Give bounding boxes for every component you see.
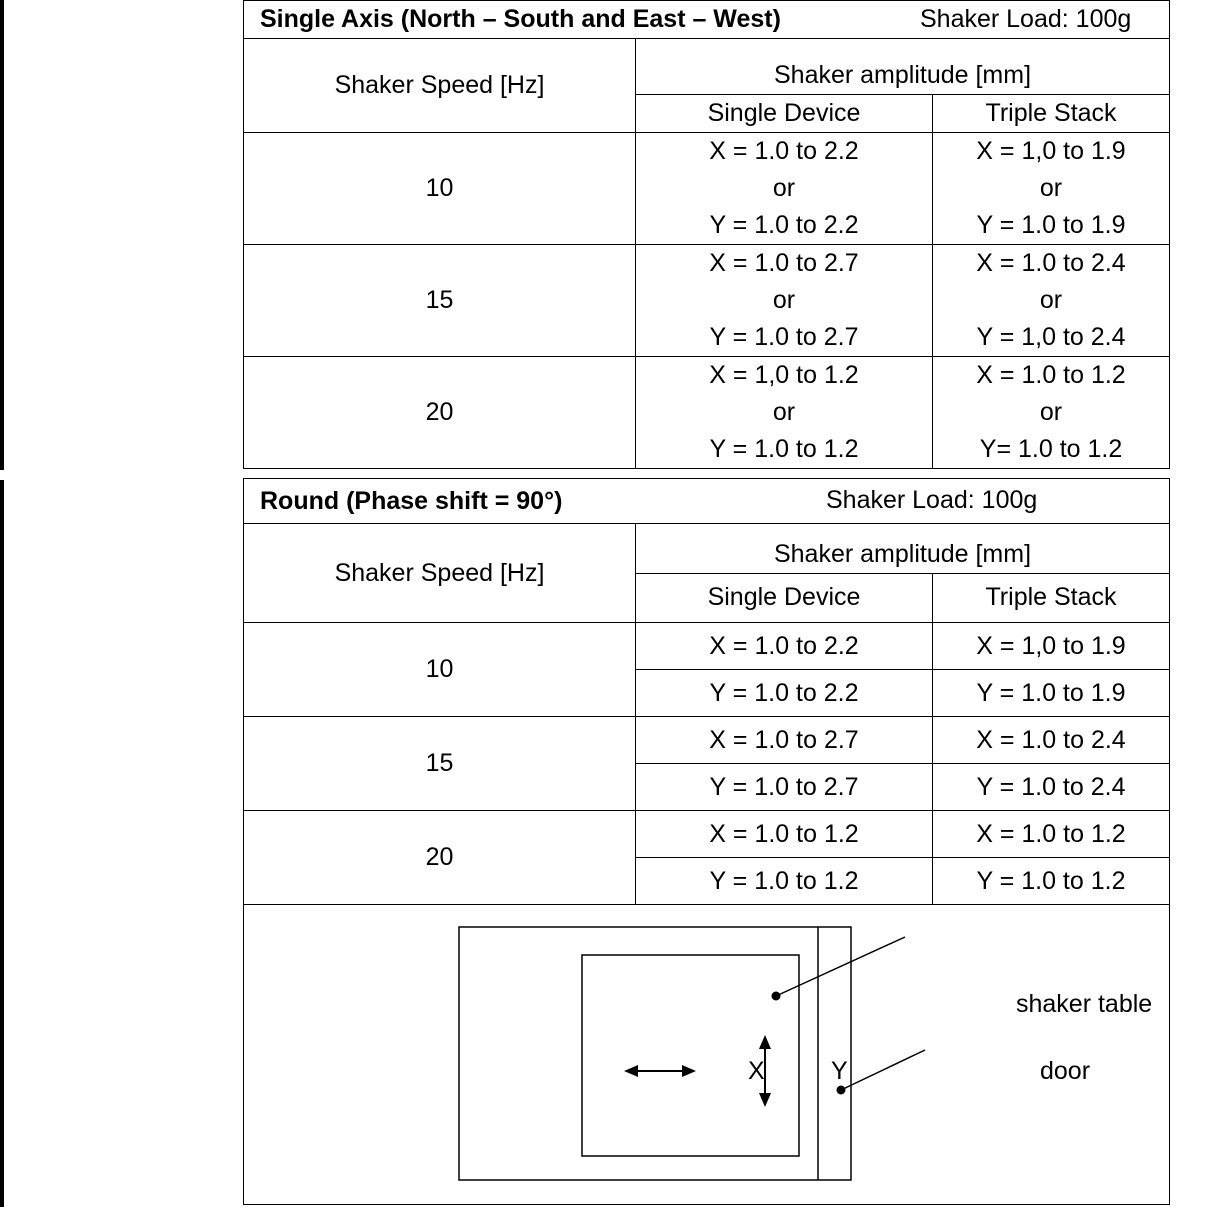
amplitude-cell: X = 1.0 to 2.4 or Y = 1,0 to 2.4 [931, 244, 1171, 357]
single-axis-load: Shaker Load: 100g [920, 5, 1132, 33]
shaker-table-outline [458, 926, 852, 1181]
round-speed-header: Shaker Speed [Hz] [243, 523, 636, 623]
round-title: Round (Phase shift = 90°) [260, 486, 563, 515]
round-table: Round (Phase shift = 90°) Shaker Load: 1… [243, 478, 1170, 1205]
single-axis-title: Single Axis (North – South and East – We… [260, 5, 781, 33]
diagram-label-y: Y [831, 1057, 848, 1085]
amplitude-x: X = 1.0 to 1.2 [933, 811, 1169, 858]
horizontal-double-arrow-icon [624, 1065, 696, 1077]
shaker-table-leader-line [775, 936, 906, 997]
speed-cell: 15 [243, 716, 636, 811]
amplitude-x: X = 1.0 to 2.2 [636, 623, 932, 670]
amplitude-cell: X = 1.0 to 2.2 or Y = 1.0 to 2.2 [635, 132, 933, 245]
table-row: 10 X = 1.0 to 2.2 Y = 1.0 to 2.2 X = 1,0… [243, 622, 1170, 717]
amplitude-cell: X = 1,0 to 1.2 or Y = 1.0 to 1.2 [635, 356, 933, 469]
amplitude-x: X = 1,0 to 1.2 [709, 361, 859, 389]
amplitude-x: X = 1.0 to 2.7 [636, 717, 932, 764]
shaker-table-leader-dot [771, 991, 781, 1001]
round-col-single: Single Device [635, 572, 933, 623]
single-axis-col-triple: Triple Stack [931, 94, 1171, 133]
single-axis-speed-header: Shaker Speed [Hz] [243, 38, 636, 133]
shaker-diagram [458, 926, 926, 1181]
single-axis-table: Single Axis (North – South and East – We… [242, 0, 1171, 469]
shaker-diagram-cell: X Y shaker table door [243, 904, 1170, 1205]
amplitude-cell: X = 1.0 to 2.4 Y = 1.0 to 2.4 [932, 716, 1170, 811]
speed-cell: 15 [243, 244, 636, 357]
amplitude-cell: X = 1,0 to 1.9 Y = 1.0 to 1.9 [932, 622, 1170, 717]
amplitude-x: X = 1.0 to 2.7 [709, 249, 859, 277]
speed-cell: 10 [243, 622, 636, 717]
amplitude-y: Y = 1.0 to 1.9 [976, 211, 1126, 239]
amplitude-or: or [1039, 286, 1063, 314]
amplitude-x: X = 1,0 to 1.9 [933, 623, 1169, 670]
table-row: 15 X = 1.0 to 2.7 Y = 1.0 to 2.7 X = 1.0… [243, 716, 1170, 811]
left-margin-rule-bottom [0, 480, 4, 1207]
speed-cell: 10 [243, 132, 636, 245]
amplitude-or: or [1039, 174, 1063, 202]
amplitude-or: or [772, 398, 796, 426]
amplitude-x: X = 1.0 to 1.2 [636, 811, 932, 858]
inner-plate-outline [581, 954, 800, 1157]
diagram-label-x: X [748, 1057, 765, 1085]
amplitude-cell: X = 1,0 to 1.9 or Y = 1.0 to 1.9 [931, 132, 1171, 245]
speed-cell: 20 [243, 810, 636, 905]
table-row: 10 X = 1.0 to 2.2 or Y = 1.0 to 2.2 X = … [243, 132, 1171, 245]
amplitude-x: X = 1.0 to 2.2 [709, 137, 859, 165]
amplitude-x: X = 1.0 to 2.4 [976, 249, 1126, 277]
amplitude-y: Y = 1.0 to 2.7 [709, 323, 859, 351]
vertical-double-arrow-icon [759, 1035, 771, 1107]
amplitude-x: X = 1.0 to 1.2 [976, 361, 1126, 389]
diagram-label-shaker-table: shaker table [1016, 990, 1153, 1018]
door-leader-dot [836, 1085, 846, 1095]
amplitude-y: Y = 1.0 to 1.9 [976, 679, 1126, 707]
amplitude-cell: X = 1.0 to 2.7 or Y = 1.0 to 2.7 [635, 244, 933, 357]
amplitude-y: Y = 1.0 to 2.4 [976, 773, 1126, 801]
single-axis-title-row: Single Axis (North – South and East – We… [242, 0, 1171, 39]
table-row: 20 X = 1.0 to 1.2 Y = 1.0 to 1.2 X = 1.0… [243, 810, 1170, 905]
amplitude-y: Y = 1,0 to 2.4 [976, 323, 1126, 351]
amplitude-cell: X = 1.0 to 1.2 Y = 1.0 to 1.2 [932, 810, 1170, 905]
amplitude-y: Y= 1.0 to 1.2 [979, 435, 1123, 463]
round-load: Shaker Load: 100g [826, 486, 1038, 514]
single-axis-col-single: Single Device [635, 94, 933, 133]
single-axis-amplitude-header: Shaker amplitude [mm] [634, 38, 1171, 95]
round-amplitude-header: Shaker amplitude [mm] [635, 523, 1170, 574]
amplitude-cell: X = 1.0 to 2.2 Y = 1.0 to 2.2 [635, 622, 933, 717]
round-col-triple: Triple Stack [932, 572, 1170, 623]
amplitude-y: Y = 1.0 to 1.2 [709, 867, 859, 895]
amplitude-x: X = 1.0 to 2.4 [933, 717, 1169, 764]
amplitude-y: Y = 1.0 to 2.2 [709, 679, 859, 707]
left-margin-rule-top [0, 0, 4, 470]
amplitude-cell: X = 1.0 to 1.2 Y = 1.0 to 1.2 [635, 810, 933, 905]
amplitude-y: Y = 1.0 to 1.2 [976, 867, 1126, 895]
amplitude-or: or [1039, 398, 1063, 426]
speed-cell: 20 [243, 356, 636, 469]
table-row: 20 X = 1,0 to 1.2 or Y = 1.0 to 1.2 X = … [243, 356, 1171, 469]
amplitude-cell: X = 1.0 to 2.7 Y = 1.0 to 2.7 [635, 716, 933, 811]
round-title-row: Round (Phase shift = 90°) Shaker Load: 1… [243, 478, 1170, 524]
amplitude-y: Y = 1.0 to 2.7 [709, 773, 859, 801]
door-leader-line [840, 1049, 926, 1091]
amplitude-y: Y = 1.0 to 2.2 [709, 211, 859, 239]
amplitude-or: or [772, 174, 796, 202]
amplitude-y: Y = 1.0 to 1.2 [709, 435, 859, 463]
table-row: 15 X = 1.0 to 2.7 or Y = 1.0 to 2.7 X = … [243, 244, 1171, 357]
amplitude-or: or [772, 286, 796, 314]
amplitude-x: X = 1,0 to 1.9 [976, 137, 1126, 165]
amplitude-cell: X = 1.0 to 1.2 or Y= 1.0 to 1.2 [931, 356, 1171, 469]
diagram-label-door: door [1040, 1057, 1091, 1085]
